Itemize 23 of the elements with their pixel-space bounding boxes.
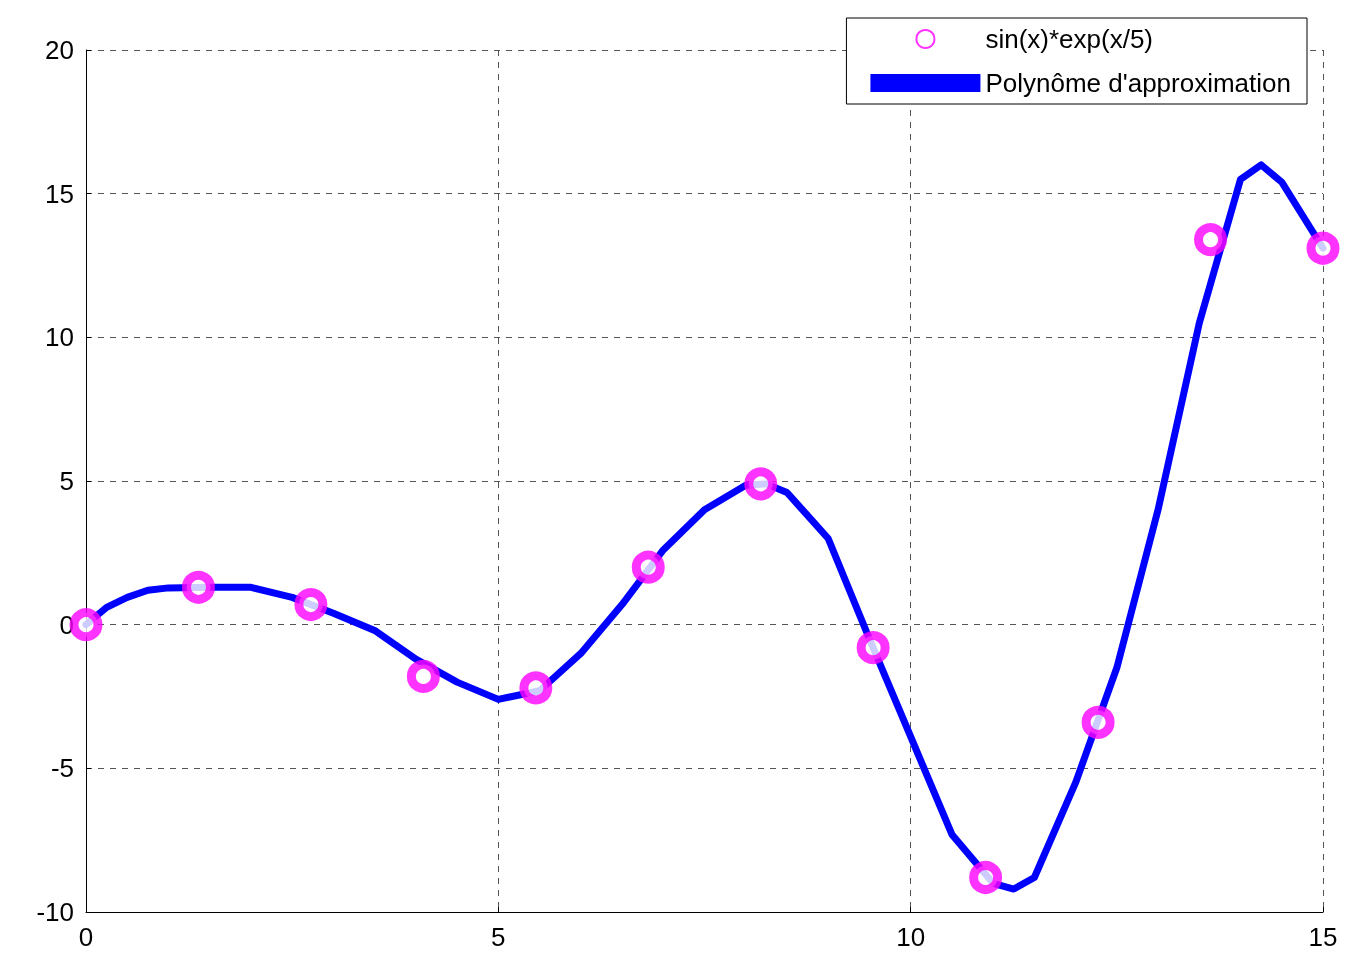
x-tick-label: 10 (896, 922, 926, 952)
y-tick-label: 15 (45, 178, 74, 209)
point (294, 588, 328, 622)
point (744, 467, 778, 501)
x-tick-label: 0 (78, 922, 94, 952)
y-tick-label: 5 (59, 466, 74, 496)
y-tick-label: 10 (45, 322, 74, 353)
point (969, 861, 1003, 895)
point (182, 570, 215, 604)
y-tick-label: -5 (50, 753, 74, 784)
y-tick-label: -10 (36, 897, 74, 927)
point (1306, 231, 1340, 265)
point (406, 659, 440, 693)
legend-label: sin(x)*exp(x/5) (985, 24, 1154, 54)
point (856, 631, 890, 665)
point (1194, 223, 1228, 257)
point (1081, 705, 1115, 739)
point (631, 550, 665, 584)
legend-label: Polynôme d'approximation (985, 68, 1291, 98)
x-tick-label: 5 (491, 922, 506, 952)
x-tick-label: 15 (1308, 922, 1338, 952)
point (519, 671, 553, 705)
y-tick-label: 20 (45, 35, 74, 65)
